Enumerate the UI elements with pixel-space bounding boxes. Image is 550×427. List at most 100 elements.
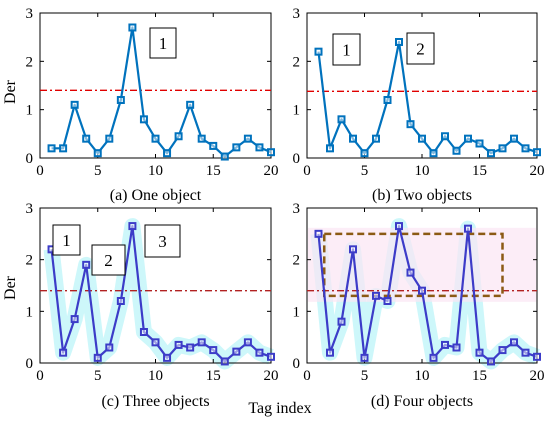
data-point	[139, 115, 148, 124]
data-point	[498, 346, 507, 355]
y-tick-label: 0	[26, 356, 34, 372]
y-tick-label: 0	[293, 151, 301, 167]
data-point	[243, 338, 252, 347]
data-point	[255, 143, 264, 152]
data-point	[47, 144, 56, 153]
y-tick-label: 2	[293, 253, 301, 269]
x-tick-label: 15	[206, 163, 221, 179]
data-point	[186, 343, 195, 352]
data-point	[314, 47, 323, 56]
y-tick-label: 3	[26, 201, 34, 217]
data-point	[533, 352, 541, 361]
data-point	[267, 352, 275, 361]
data-point	[521, 348, 530, 357]
x-tick-label: 10	[415, 368, 430, 384]
y-tick-label: 3	[293, 6, 301, 22]
data-point	[151, 134, 160, 143]
data-point	[232, 347, 241, 356]
data-point	[151, 338, 160, 347]
panel-caption: (b) Two objects	[372, 187, 472, 204]
y-tick-label: 1	[26, 304, 34, 320]
x-tick-label: 0	[36, 163, 44, 179]
panel-4: 0 5 10 15 20 0 1 2 3 (d) Four objects	[293, 201, 545, 410]
y-tick-label: 0	[26, 151, 34, 167]
annotation-box	[144, 224, 181, 258]
x-tick-label: 20	[530, 163, 545, 179]
data-point	[337, 115, 346, 124]
data-point	[395, 222, 403, 231]
panel-3: 0 5 10 15 20 0 1 2 3 1 2 3 (c) Three objects	[26, 201, 279, 410]
data-point	[521, 144, 530, 153]
x-tick-label: 10	[148, 368, 163, 384]
x-axis-label: Tag index	[248, 400, 311, 417]
data-point	[209, 346, 218, 355]
data-point	[533, 148, 541, 157]
y-tick-label: 1	[293, 304, 301, 320]
data-point	[314, 229, 323, 238]
annotation-label: 1	[342, 41, 351, 60]
data-point	[395, 38, 403, 46]
data-point	[326, 348, 334, 357]
data-point	[82, 134, 91, 143]
data-point	[429, 149, 438, 158]
data-point	[510, 134, 518, 143]
y-tick-label: 1	[26, 103, 34, 119]
data-point	[372, 134, 380, 143]
data-point	[349, 134, 357, 143]
panel-2: 0 5 10 15 20 0 1 2 3 1 2 (b) Two objects	[293, 6, 545, 204]
panel-caption: (c) Three objects	[101, 393, 209, 410]
data-point	[163, 149, 172, 158]
data-point	[116, 96, 125, 104]
data-point	[441, 132, 449, 141]
x-tick-label: 20	[264, 163, 279, 179]
data-point	[82, 260, 91, 269]
data-point	[139, 328, 148, 336]
x-tick-label: 15	[472, 368, 487, 384]
data-point	[487, 149, 495, 158]
data-point	[498, 144, 507, 153]
data-point	[255, 348, 264, 357]
data-point	[337, 317, 346, 326]
x-tick-label: 5	[361, 163, 369, 179]
x-tick-label: 10	[148, 163, 163, 179]
data-point	[105, 134, 114, 143]
panel-caption: (d) Four objects	[371, 393, 473, 410]
highlight-box	[323, 232, 504, 298]
data-point	[209, 141, 218, 150]
data-point	[243, 134, 252, 143]
data-point	[429, 353, 438, 362]
data-point	[475, 139, 484, 148]
data-point	[406, 120, 415, 129]
data-point	[418, 134, 426, 143]
data-point	[128, 23, 137, 32]
annotation-box	[406, 32, 435, 65]
data-point	[70, 315, 79, 324]
x-tick-label: 5	[361, 368, 369, 384]
annotation-label: 2	[416, 40, 425, 59]
data-point	[406, 268, 415, 277]
data-point	[174, 132, 183, 141]
x-tick-label: 15	[472, 163, 487, 179]
data-point	[105, 343, 114, 352]
data-point	[372, 291, 380, 300]
data-point	[452, 343, 461, 352]
y-tick-label: 2	[26, 54, 34, 70]
data-point	[487, 357, 495, 366]
data-point	[383, 96, 392, 104]
panel-caption: (a) One object	[110, 187, 202, 204]
data-point	[349, 245, 357, 254]
data-point	[186, 100, 195, 109]
data-point	[70, 100, 79, 109]
x-tick-label: 0	[303, 368, 311, 384]
data-point	[267, 148, 275, 157]
data-point	[116, 297, 125, 305]
data-point	[59, 144, 68, 153]
data-point	[475, 348, 484, 357]
y-tick-label: 3	[293, 201, 301, 217]
y-tick-label: 1	[293, 103, 301, 119]
y-tick-label: 0	[293, 356, 301, 372]
data-point	[220, 357, 229, 366]
annotation-box	[52, 224, 81, 256]
x-tick-label: 15	[206, 368, 221, 384]
